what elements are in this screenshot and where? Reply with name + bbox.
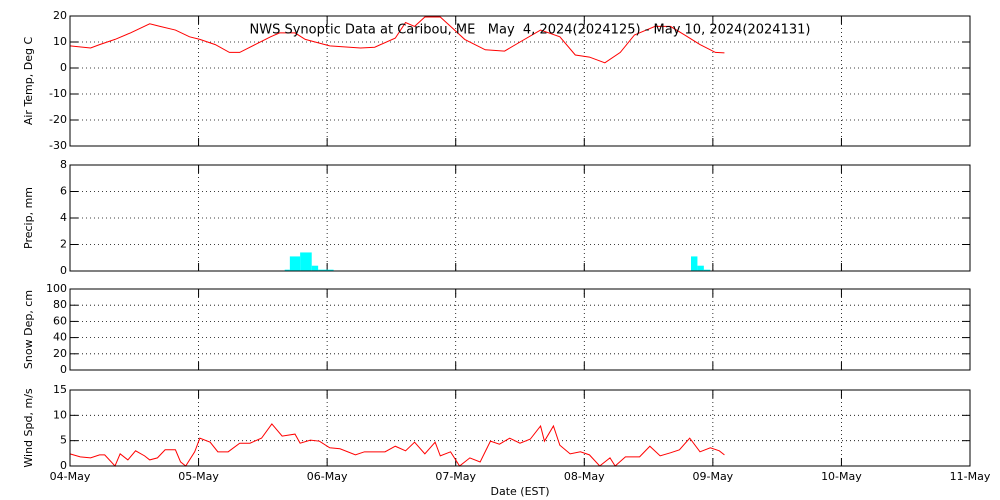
x-tick-label: 09-May bbox=[692, 470, 733, 483]
y-axis-label: Wind Spd, m/s bbox=[22, 388, 35, 468]
data-line bbox=[69, 16, 725, 64]
panel: 0 5 10 15 04-May 05-May 06-May 07-May 08-May 09-M… bbox=[22, 383, 991, 498]
y-tick-label: 8 bbox=[60, 158, 67, 171]
y-tick-label: 40 bbox=[53, 331, 67, 344]
y-tick-label: 4 bbox=[60, 211, 67, 224]
x-tick-label: 05-May bbox=[178, 470, 219, 483]
y-axis-label: Air Temp, Deg C bbox=[22, 37, 35, 126]
x-tick-label: 11-May bbox=[950, 470, 991, 483]
y-tick-label: 100 bbox=[46, 282, 67, 295]
bar bbox=[697, 265, 704, 271]
bar bbox=[284, 269, 290, 271]
x-tick-label: 04-May bbox=[50, 470, 91, 483]
y-tick-label: 80 bbox=[53, 298, 67, 311]
y-tick-label: -30 bbox=[49, 139, 67, 152]
y-tick-label: 10 bbox=[53, 408, 67, 421]
y-tick-label: -20 bbox=[49, 113, 67, 126]
y-tick-label: 20 bbox=[53, 347, 67, 360]
y-tick-label: 0 bbox=[60, 264, 67, 277]
y-axis-label: Precip, mm bbox=[22, 187, 35, 249]
panel: 0 20 40 60 80 100 Snow Dep, cm bbox=[22, 282, 971, 376]
data-line bbox=[69, 423, 725, 467]
y-tick-label: 10 bbox=[53, 35, 67, 48]
y-tick-label: 2 bbox=[60, 238, 67, 251]
y-tick-label: 20 bbox=[53, 9, 67, 22]
y-tick-label: 0 bbox=[60, 363, 67, 376]
bar bbox=[691, 256, 698, 271]
y-tick-label: 6 bbox=[60, 185, 67, 198]
y-tick-label: -10 bbox=[49, 87, 67, 100]
bar bbox=[289, 256, 301, 271]
y-tick-label: 0 bbox=[60, 61, 67, 74]
x-tick-label: 10-May bbox=[821, 470, 862, 483]
bar bbox=[318, 269, 334, 271]
x-tick-label: 08-May bbox=[564, 470, 605, 483]
y-tick-label: 60 bbox=[53, 314, 67, 327]
panel: 0 2 4 6 8 Precip, mm bbox=[22, 158, 971, 277]
y-tick-label: 15 bbox=[53, 383, 67, 396]
bar bbox=[311, 265, 319, 271]
y-tick-label: 0 bbox=[60, 459, 67, 472]
chart-title: NWS Synoptic Data at Caribou, ME May 4, … bbox=[250, 23, 811, 38]
y-tick-label: 5 bbox=[60, 434, 67, 447]
bar bbox=[703, 269, 711, 271]
x-axis-label: Date (EST) bbox=[490, 485, 549, 498]
plot-frame bbox=[69, 288, 971, 371]
plot-frame bbox=[69, 389, 971, 467]
y-axis-label: Snow Dep, cm bbox=[22, 290, 35, 369]
plot-frame bbox=[69, 15, 971, 147]
x-tick-label: 06-May bbox=[307, 470, 348, 483]
bar bbox=[300, 252, 312, 271]
plot-frame bbox=[69, 164, 971, 272]
panel: -30 -20 -10 0 10 20 Air Temp, Deg C bbox=[22, 9, 971, 152]
x-tick-label: 07-May bbox=[435, 470, 476, 483]
